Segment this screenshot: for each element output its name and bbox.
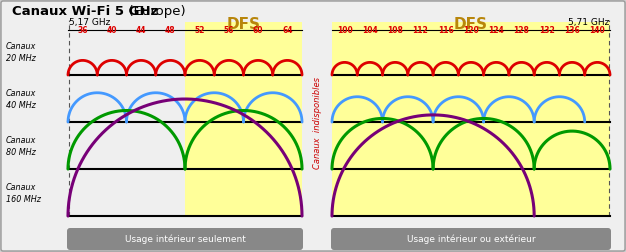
Text: 128: 128 xyxy=(513,26,530,35)
Text: 104: 104 xyxy=(362,26,377,35)
Text: Usage intérieur seulement: Usage intérieur seulement xyxy=(125,234,245,244)
Text: 60: 60 xyxy=(253,26,264,35)
Text: 108: 108 xyxy=(387,26,403,35)
Text: 120: 120 xyxy=(463,26,479,35)
Text: 36: 36 xyxy=(78,26,88,35)
Text: Canaux  indisponibles: Canaux indisponibles xyxy=(312,77,322,169)
Text: Canaux
20 MHz: Canaux 20 MHz xyxy=(6,42,36,62)
Text: 5,71 GHz: 5,71 GHz xyxy=(568,18,609,27)
Text: Canaux
40 MHz: Canaux 40 MHz xyxy=(6,89,36,110)
Bar xyxy=(185,22,302,216)
Text: 136: 136 xyxy=(564,26,580,35)
Text: 40: 40 xyxy=(106,26,117,35)
Text: DFS: DFS xyxy=(454,17,488,32)
Text: (Europe): (Europe) xyxy=(120,5,186,18)
Text: 116: 116 xyxy=(438,26,454,35)
Text: 140: 140 xyxy=(590,26,605,35)
Text: 44: 44 xyxy=(136,26,146,35)
Bar xyxy=(332,22,610,216)
FancyBboxPatch shape xyxy=(67,228,303,250)
Text: Canaux
160 MHz: Canaux 160 MHz xyxy=(6,183,41,204)
FancyBboxPatch shape xyxy=(331,228,611,250)
Text: 100: 100 xyxy=(337,26,352,35)
Text: Canaux
80 MHz: Canaux 80 MHz xyxy=(6,136,36,156)
Text: 48: 48 xyxy=(165,26,176,35)
Text: 56: 56 xyxy=(223,26,234,35)
Text: DFS: DFS xyxy=(227,17,260,32)
Text: 132: 132 xyxy=(539,26,555,35)
Text: 112: 112 xyxy=(413,26,428,35)
Text: 124: 124 xyxy=(488,26,504,35)
Text: 52: 52 xyxy=(195,26,205,35)
Text: Usage intérieur ou extérieur: Usage intérieur ou extérieur xyxy=(407,234,535,244)
Text: 64: 64 xyxy=(282,26,292,35)
Text: 5,17 GHz: 5,17 GHz xyxy=(69,18,110,27)
Text: Canaux Wi-Fi 5 GHz: Canaux Wi-Fi 5 GHz xyxy=(12,5,158,18)
